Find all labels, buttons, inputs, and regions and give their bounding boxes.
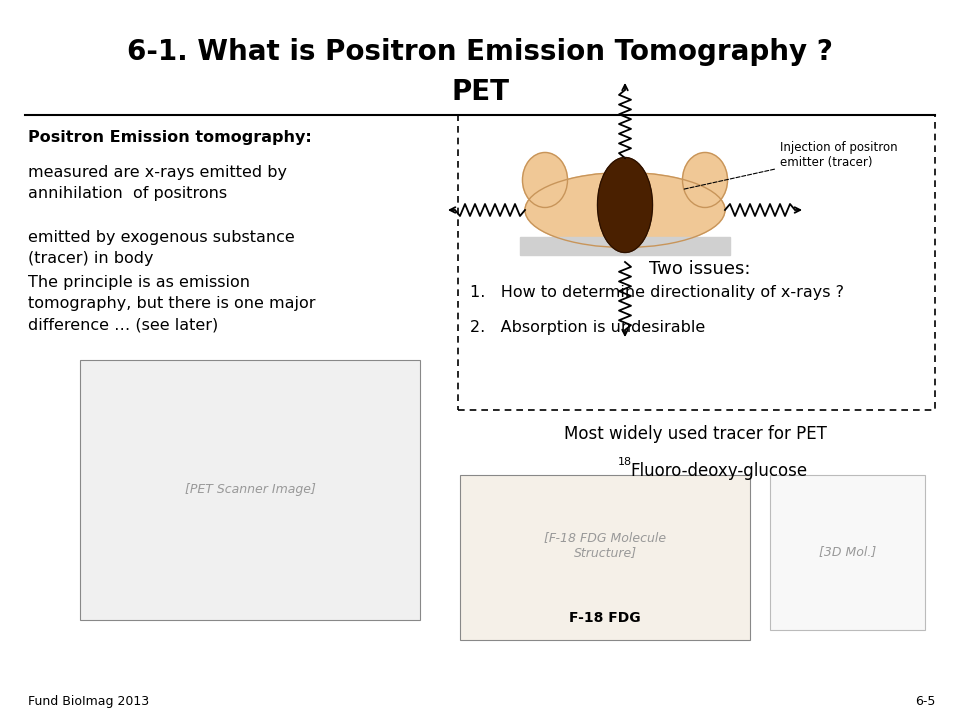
Text: emitted by exogenous substance
(tracer) in body: emitted by exogenous substance (tracer) … bbox=[28, 230, 295, 266]
Text: 6-5: 6-5 bbox=[915, 695, 935, 708]
Ellipse shape bbox=[683, 153, 728, 207]
Ellipse shape bbox=[597, 158, 653, 253]
Bar bbox=[80, 360, 420, 620]
Bar bbox=[460, 475, 750, 640]
Bar bbox=[520, 237, 730, 255]
Text: Fluoro-deoxy-glucose: Fluoro-deoxy-glucose bbox=[630, 462, 807, 480]
Text: [PET Scanner Image]: [PET Scanner Image] bbox=[184, 484, 316, 497]
Ellipse shape bbox=[525, 173, 725, 248]
Text: PET: PET bbox=[451, 78, 509, 106]
Text: Positron Emission tomography:: Positron Emission tomography: bbox=[28, 130, 312, 145]
Text: The principle is as emission
tomography, but there is one major
difference … (se: The principle is as emission tomography,… bbox=[28, 275, 316, 332]
Text: 2.   Absorption is undesirable: 2. Absorption is undesirable bbox=[470, 320, 706, 335]
Text: [3D Mol.]: [3D Mol.] bbox=[820, 546, 876, 559]
Text: 1.   How to determine directionality of x-rays ?: 1. How to determine directionality of x-… bbox=[470, 285, 844, 300]
Text: Injection of positron
emitter (tracer): Injection of positron emitter (tracer) bbox=[683, 141, 898, 189]
Bar bbox=[458, 115, 935, 410]
Text: Two issues:: Two issues: bbox=[649, 260, 751, 278]
Text: [F-18 FDG Molecule
Structure]: [F-18 FDG Molecule Structure] bbox=[544, 531, 666, 559]
Ellipse shape bbox=[522, 153, 567, 207]
Text: F-18 FDG: F-18 FDG bbox=[569, 611, 641, 625]
Text: Most widely used tracer for PET: Most widely used tracer for PET bbox=[564, 425, 827, 443]
Text: 6-1. What is Positron Emission Tomography ?: 6-1. What is Positron Emission Tomograph… bbox=[127, 38, 833, 66]
Text: Fund BioImag 2013: Fund BioImag 2013 bbox=[28, 695, 149, 708]
Text: measured are x-rays emitted by
annihilation  of positrons: measured are x-rays emitted by annihilat… bbox=[28, 165, 287, 201]
Text: 18: 18 bbox=[618, 457, 632, 467]
Bar bbox=[770, 475, 925, 630]
